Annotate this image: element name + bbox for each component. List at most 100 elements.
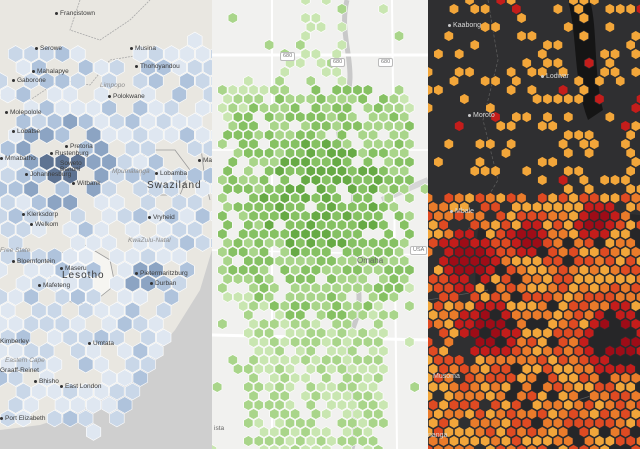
hexbin-cell: [630, 102, 640, 114]
hexbin-cell: [433, 426, 444, 438]
place-label: Umtata: [88, 340, 114, 347]
hexbin-cell: [331, 300, 342, 312]
hexbin-cell: [469, 363, 480, 375]
hexbin-cell: [578, 372, 589, 384]
hexbin-cell: [23, 126, 39, 144]
hexbin-cell: [15, 193, 31, 212]
hexbin-cell: [279, 300, 290, 312]
hexbin-cell: [368, 201, 379, 213]
hexbin-cell: [599, 318, 610, 330]
hexbin-cell: [352, 192, 363, 204]
hexbin-cell: [326, 255, 337, 267]
hexbin-cell: [552, 309, 563, 321]
hexbin-cell: [300, 264, 311, 276]
hexbin-cell: [248, 246, 259, 258]
hexbin-cell: [475, 408, 485, 420]
hexbin-cell: [542, 57, 553, 69]
hexbin-cell: [124, 355, 141, 374]
hexbin-cell: [295, 327, 306, 339]
hexbin-cell: [438, 309, 449, 321]
hexbin-cell: [558, 210, 569, 222]
hexbin-cell: [210, 75, 212, 87]
hexbin-cell: [547, 192, 558, 204]
hexbin-cell: [584, 219, 595, 231]
hexbin-cell: [217, 228, 228, 240]
hexbin-cell: [542, 39, 553, 51]
map-panel-southern-africa[interactable]: Francistown Serowe Musina Mahalapye Thoh…: [0, 0, 212, 449]
hexbin-cell: [630, 156, 640, 168]
hexbin-cell: [428, 318, 433, 330]
hexbin-cell: [459, 273, 470, 285]
hexbin-cell: [469, 381, 480, 393]
hexbin-cell: [480, 255, 491, 267]
hexbin-cell: [594, 291, 605, 303]
hexbin-cell: [568, 282, 579, 294]
hexbin-cell: [264, 147, 275, 159]
hexbin-cell: [485, 372, 496, 384]
hexbin-cell: [285, 417, 295, 429]
hexbin-cell: [526, 444, 537, 449]
hexbin-cell: [542, 219, 553, 231]
hexbin-cell: [443, 192, 454, 204]
hexbin-cell: [469, 309, 480, 321]
hexbin-cell: [47, 355, 63, 374]
hexbin-cell: [202, 139, 212, 158]
hexbin-cell: [584, 417, 595, 429]
hexbin-cell: [480, 435, 491, 447]
hexbin-cell: [336, 255, 347, 267]
hexbin-cell: [148, 45, 164, 63]
hexbin-cell: [300, 300, 311, 312]
hexbin-cell: [573, 3, 584, 15]
hexbin-cell: [264, 345, 275, 357]
hexbin-cell: [305, 345, 316, 357]
hexbin-cell: [563, 309, 574, 321]
place-label: Lobamba: [155, 170, 187, 177]
hexbin-cell: [269, 354, 280, 366]
hexbin-cell: [558, 390, 569, 402]
hexbin-cell: [469, 219, 480, 231]
hexbin-cell: [552, 345, 563, 357]
hexbin-cell: [521, 255, 532, 267]
hexbin-cell: [290, 372, 301, 384]
hexbin-cell: [568, 228, 579, 240]
hexbin-cell: [316, 219, 327, 231]
hexbin-cell: [362, 426, 373, 438]
hexbin-cell: [39, 153, 55, 171]
hexbin-cell: [438, 345, 449, 357]
hexbin-cell: [243, 93, 254, 105]
place-label: Musina: [130, 45, 156, 52]
hexbin-cell: [552, 399, 563, 411]
hexbin-cell: [264, 183, 275, 195]
hexbin-cell: [563, 435, 574, 447]
hexbin-cell: [584, 345, 595, 357]
hexbin-cell: [342, 246, 353, 258]
hexbin-cell: [521, 417, 532, 429]
hexbin-cell: [259, 192, 269, 204]
hexbin-cell: [148, 315, 164, 333]
place-label: Rustenburg: [50, 150, 89, 157]
hexbin-cell: [630, 246, 640, 258]
hexbin-cell: [248, 210, 259, 222]
hexbin-cell: [39, 45, 55, 63]
hexbin-cell: [316, 93, 327, 105]
hexbin-cell: [568, 444, 579, 449]
hexbin-cell: [321, 282, 332, 294]
hexbin-cell: [23, 207, 39, 225]
hexbin-cell: [464, 282, 475, 294]
hexbin-cell: [269, 318, 280, 330]
hexbin-cell: [378, 219, 389, 231]
hexbin-cell: [217, 264, 228, 276]
hexbin-cell: [31, 193, 47, 212]
hexbin-cell: [558, 192, 569, 204]
hexbin-cell: [475, 210, 485, 222]
hexbin-cell: [610, 426, 620, 438]
map-panel-omaha[interactable]: 680 680 680 USA Omaha ista: [212, 0, 428, 449]
map-panel-east-africa[interactable]: Kaabong Lodwar Moroto Mbale Musoma nanga: [428, 0, 640, 449]
hexbin-cell: [599, 48, 610, 60]
hexbin-cell: [438, 237, 449, 249]
hexbin-cell: [589, 210, 600, 222]
place-label: Molepolole: [5, 109, 41, 116]
hexbin-cell: [368, 291, 379, 303]
hexbin-cell: [454, 48, 465, 60]
hexbin-cell: [305, 129, 316, 141]
